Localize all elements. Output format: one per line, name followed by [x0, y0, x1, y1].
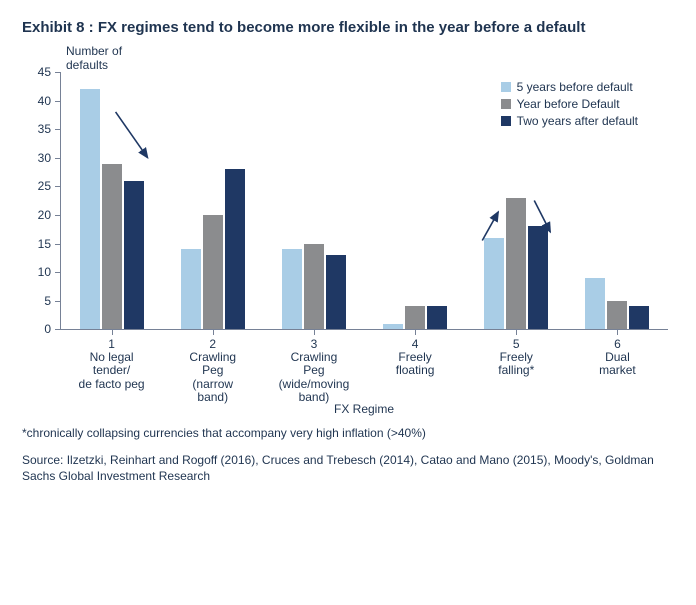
xtick — [213, 329, 214, 335]
category-number: 6 — [614, 337, 621, 351]
ytick — [55, 129, 61, 130]
ytick-label: 0 — [44, 322, 51, 336]
chart-area: Number of defaults 5 years before defaul… — [22, 44, 674, 414]
ytick — [55, 215, 61, 216]
ytick — [55, 329, 61, 330]
ytick-label: 45 — [38, 65, 51, 79]
ytick-label: 20 — [38, 208, 51, 222]
category-number: 1 — [108, 337, 115, 351]
category-label: No legaltender/de facto peg — [62, 351, 162, 391]
category-number: 3 — [311, 337, 318, 351]
plot-region: 1No legaltender/de facto peg2CrawlingPeg… — [60, 72, 668, 330]
xtick — [516, 329, 517, 335]
ytick-label: 40 — [38, 94, 51, 108]
category-label: Freelyfalling* — [466, 351, 566, 377]
ytick — [55, 301, 61, 302]
category-label: Freelyfloating — [365, 351, 465, 377]
ytick-label: 30 — [38, 151, 51, 165]
yaxis-label-line2: defaults — [66, 58, 108, 72]
category-number: 5 — [513, 337, 520, 351]
ytick-label: 25 — [38, 179, 51, 193]
footnote: *chronically collapsing currencies that … — [22, 426, 674, 440]
xaxis-title: FX Regime — [334, 402, 394, 416]
ytick-label: 35 — [38, 122, 51, 136]
category-number: 2 — [209, 337, 216, 351]
ytick-label: 5 — [44, 294, 51, 308]
xtick — [314, 329, 315, 335]
xtick — [415, 329, 416, 335]
ytick-label: 15 — [38, 237, 51, 251]
xtick — [617, 329, 618, 335]
ytick — [55, 158, 61, 159]
ytick — [55, 244, 61, 245]
category-label: CrawlingPeg(wide/movingband) — [264, 351, 364, 404]
ytick — [55, 72, 61, 73]
category-label: CrawlingPeg(narrowband) — [163, 351, 263, 404]
ytick-label: 10 — [38, 265, 51, 279]
source-line: Source: Ilzetzki, Reinhart and Rogoff (2… — [22, 452, 674, 484]
yaxis-label-line1: Number of — [66, 44, 122, 58]
ytick — [55, 101, 61, 102]
xtick — [112, 329, 113, 335]
category-label: Dualmarket — [567, 351, 667, 377]
annotation-arrows — [61, 72, 668, 329]
ytick — [55, 186, 61, 187]
ytick — [55, 272, 61, 273]
category-number: 4 — [412, 337, 419, 351]
chart-title: Exhibit 8 : FX regimes tend to become mo… — [22, 18, 674, 38]
